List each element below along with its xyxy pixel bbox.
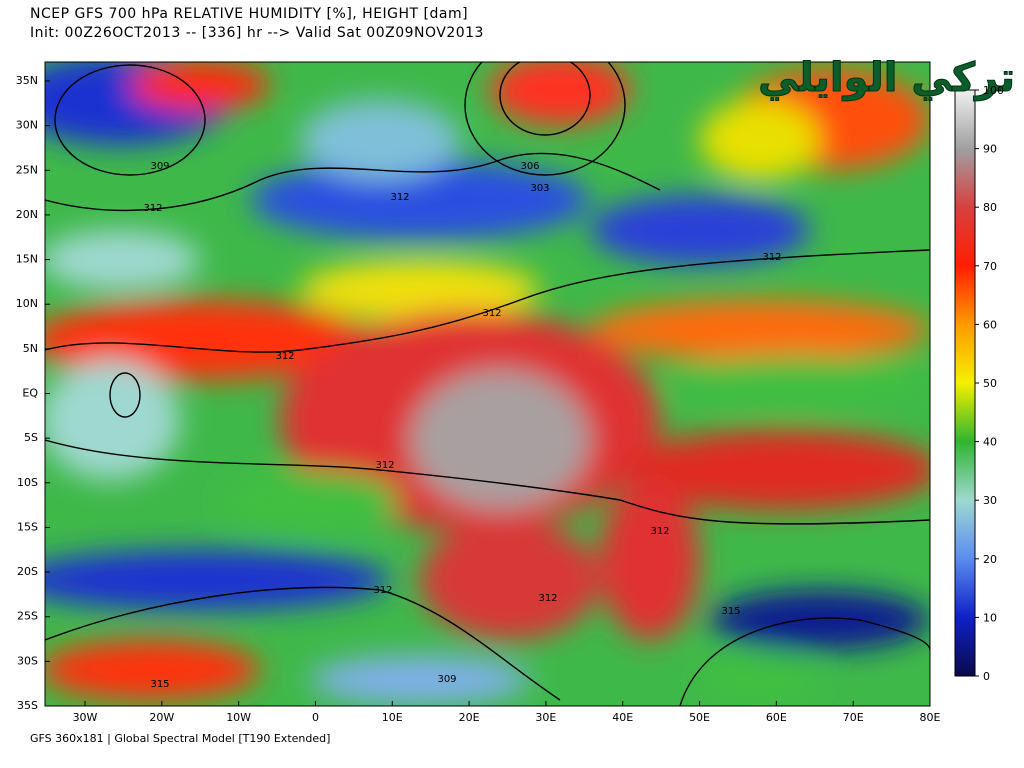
contour-label: 306 [520,161,539,172]
colorbar-label: 90 [983,143,997,156]
subtitle: Init: 00Z26OCT2013 -- [336] hr --> Valid… [30,25,484,41]
title: NCEP GFS 700 hPa RELATIVE HUMIDITY [%], … [30,6,468,22]
lon-label: 40E [612,711,633,724]
contour-label: 309 [150,161,169,172]
colorbar-label: 80 [983,201,997,214]
colorbar [954,89,976,677]
contour-label: 312 [482,308,501,319]
lat-label: 25S [17,610,38,623]
colorbar-label: 10 [983,611,997,624]
lat-label: 5N [23,342,38,355]
lat-label: 35N [16,74,38,87]
lon-label: 30E [535,711,556,724]
contour-label: 312 [143,203,162,214]
contour-label: 312 [762,252,781,263]
lat-label: 30S [17,654,38,667]
colorbar-label: 50 [983,377,997,390]
contour-label: 312 [390,192,409,203]
lat-label: 10S [17,476,38,489]
lon-label: 10E [382,711,403,724]
colorbar-label: 100 [983,84,1004,97]
colorbar-label: 60 [983,318,997,331]
lat-label: 25N [16,163,38,176]
lat-label: 30N [16,119,38,132]
contour-label: 312 [650,526,669,537]
lat-label: 15N [16,253,38,266]
colorbar-label: 20 [983,553,997,566]
map-frame [44,61,931,707]
colorbar-label: 30 [983,494,997,507]
lon-label: 30W [73,711,98,724]
lon-label: 20W [149,711,174,724]
watermark: تركي الوايلي [758,55,1015,101]
lon-label: 0 [312,711,319,724]
contour-label: 315 [721,606,740,617]
lon-label: 60E [766,711,787,724]
lon-label: 50E [689,711,710,724]
lat-label: 5S [24,431,38,444]
lat-label: 20N [16,208,38,221]
lon-label: 80E [920,711,941,724]
contour-label: 309 [437,674,456,685]
lat-label: 15S [17,520,38,533]
humidity-field [45,62,930,706]
contour-label: 303 [530,183,549,194]
lat-label: 35S [17,699,38,712]
lon-label: 10W [226,711,251,724]
contour-label: 312 [538,593,557,604]
lon-label: 70E [843,711,864,724]
colorbar-label: 70 [983,260,997,273]
colorbar-label: 0 [983,670,990,683]
lat-label: EQ [22,387,38,400]
contour-label: 312 [373,585,392,596]
lat-label: 10N [16,297,38,310]
footer: GFS 360x181 | Global Spectral Model [T19… [30,732,330,745]
lon-label: 20E [459,711,480,724]
lat-label: 20S [17,565,38,578]
colorbar-label: 40 [983,436,997,449]
contour-label: 315 [150,679,169,690]
contour-label: 312 [275,351,294,362]
contour-label: 312 [375,460,394,471]
